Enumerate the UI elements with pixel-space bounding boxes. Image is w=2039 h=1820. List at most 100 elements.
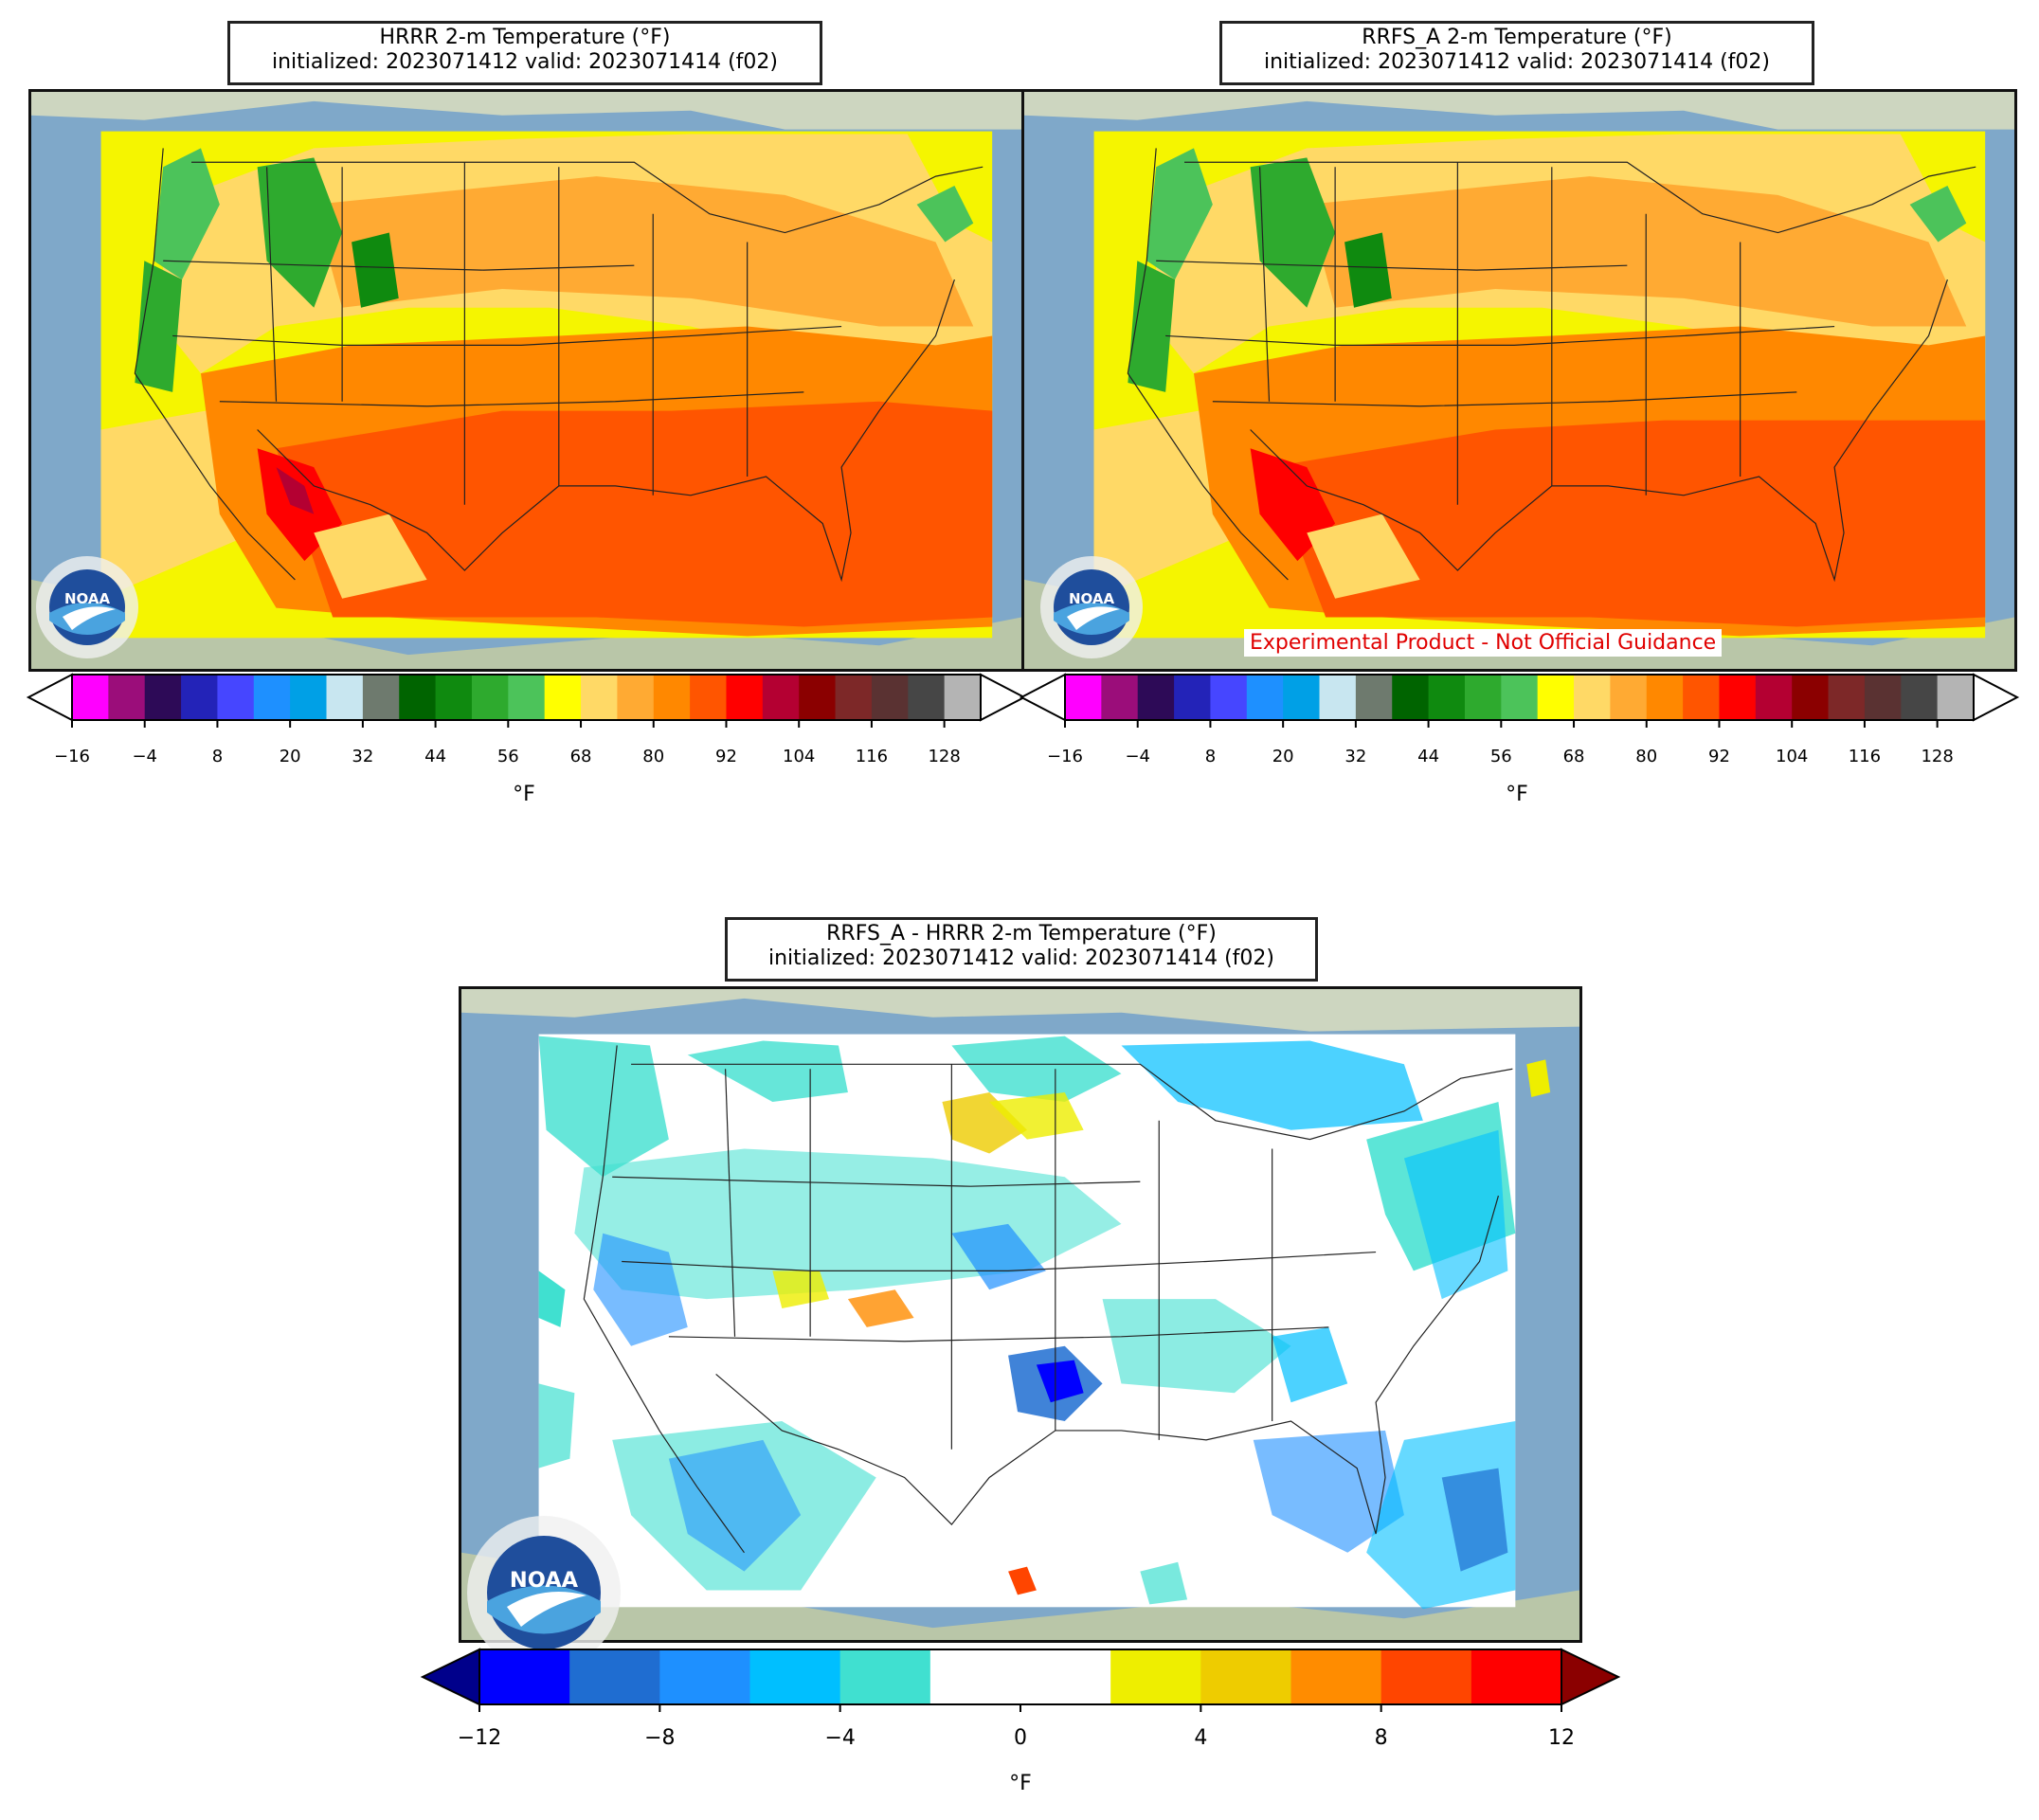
hrrr-colorbar-swatch [762,675,800,720]
rrfs-colorbar-swatch [1246,675,1284,720]
hrrr-colorbar-swatch [471,675,509,720]
diff-title-box: RRFS_A - HRRR 2-m Temperature (°F) initi… [725,917,1318,982]
rrfs-colorbar-tick-label: 80 [1635,747,1658,766]
rrfs-colorbar-swatch [1719,675,1757,720]
rrfs-colorbar-tick-label: 92 [1708,747,1730,766]
diff-title: RRFS_A - HRRR 2-m Temperature (°F) [826,922,1217,946]
hrrr-colorbar-swatch [290,675,328,720]
rrfs-colorbar-swatch [1901,675,1939,720]
noaa-logo-icon: NOAA [467,1516,621,1669]
hrrr-colorbar-swatch [544,675,582,720]
rrfs-colorbar-swatch [1428,675,1466,720]
rrfs-colorbar-tick-label: −4 [1125,747,1150,766]
hrrr-subtitle: initialized: 2023071412 valid: 202307141… [272,50,778,74]
diff-colorbar-swatch [1020,1649,1111,1704]
noaa-logo-icon: NOAA [36,556,138,658]
hrrr-colorbar-tick-label: 92 [715,747,737,766]
hrrr-title-box: HRRR 2-m Temperature (°F) initialized: 2… [227,21,822,85]
diff-colorbar-swatch [839,1649,931,1704]
rrfs-colorbar-swatch [1937,675,1975,720]
diff-subtitle: initialized: 2023071412 valid: 202307141… [768,946,1274,970]
hrrr-colorbar-tick-label: 116 [855,747,889,766]
rrfs-colorbar-swatch [1683,675,1720,720]
diff-colorbar [420,1648,1621,1712]
diff-colorbar-swatch [1380,1649,1472,1704]
rrfs-colorbar-tick-label: 116 [1848,747,1882,766]
noaa-logo-icon: NOAA [1040,556,1143,658]
diff-colorbar-tick-label: −12 [457,1726,502,1750]
hrrr-colorbar-tick-label: 80 [642,747,665,766]
hrrr-colorbar-swatch [217,675,255,720]
diff-colorbar-swatch [1200,1649,1291,1704]
diff-colorbar-tick-label: −4 [824,1726,856,1750]
rrfs-colorbar-swatch [1319,675,1357,720]
rrfs-colorbar-swatch [1210,675,1248,720]
rrfs-colorbar-tick-label: 68 [1562,747,1585,766]
hrrr-title: HRRR 2-m Temperature (°F) [379,26,671,49]
rrfs-colorbar-swatch [1574,675,1611,720]
diff-colorbar-svg [420,1648,1621,1712]
rrfs-colorbar-swatch [1101,675,1139,720]
noaa-logo-hrrr: NOAA [34,554,140,660]
hrrr-colorbar-svg [26,673,1027,728]
diff-colorbar-upper-extension [1561,1648,1621,1706]
diff-colorbar-swatch [659,1649,750,1704]
hrrr-colorbar [26,673,1027,728]
rrfs-colorbar-tick-label: 8 [1204,747,1217,766]
hrrr-colorbar-swatch [690,675,727,720]
hrrr-colorbar-tick-label: 8 [211,747,224,766]
hrrr-colorbar-swatch [799,675,837,720]
rrfs-colorbar-tick-label: 44 [1417,747,1440,766]
hrrr-colorbar-swatch [871,675,909,720]
rrfs-title-box: RRFS_A 2-m Temperature (°F) initialized:… [1219,21,1814,85]
hrrr-temperature-map [28,89,1024,672]
rrfs-colorbar-swatch [1537,675,1575,720]
diff-colorbar-tick-label: 8 [1374,1726,1388,1750]
hrrr-colorbar-swatch [326,675,364,720]
hrrr-colorbar-tick-label: 32 [352,747,374,766]
rrfs-colorbar-swatch [1501,675,1539,720]
rrfs-colorbar-swatch [1464,675,1502,720]
diff-colorbar-unit: °F [1009,1772,1032,1795]
hrrr-colorbar-tick-label: 44 [424,747,447,766]
hrrr-colorbar-swatch [581,675,618,720]
hrrr-colorbar-tick-label: −16 [54,747,90,766]
rrfs-colorbar-upper-extension [1973,673,2020,722]
rrfs-colorbar-swatch [1174,675,1211,720]
rrfs-colorbar-swatch [1792,675,1830,720]
svg-text:NOAA: NOAA [64,590,111,607]
experimental-disclaimer: Experimental Product - Not Official Guid… [1244,629,1723,657]
rrfs-title: RRFS_A 2-m Temperature (°F) [1362,26,1672,49]
rrfs-colorbar-swatch [1755,675,1793,720]
hrrr-colorbar-swatch [835,675,873,720]
rrfs-colorbar-swatch [1864,675,1902,720]
rrfs-colorbar-tick-label: 20 [1272,747,1294,766]
hrrr-colorbar-swatch [253,675,291,720]
diff-temperature-map [459,986,1582,1643]
noaa-logo-diff: NOAA [464,1513,623,1672]
hrrr-colorbar-tick-label: 56 [496,747,519,766]
rrfs-colorbar-tick-label: 32 [1344,747,1367,766]
rrfs-colorbar-swatch [1283,675,1321,720]
hrrr-colorbar-swatch [72,675,109,720]
diff-colorbar-swatch [569,1649,660,1704]
diff-colorbar-swatch [929,1649,1021,1704]
hrrr-colorbar-swatch [435,675,473,720]
hrrr-colorbar-tick-label: 104 [783,747,816,766]
rrfs-colorbar-svg [1019,673,2020,728]
diff-colorbar-swatch [1471,1649,1562,1704]
rrfs-colorbar-tick-label: −16 [1047,747,1083,766]
hrrr-colorbar-swatch [144,675,182,720]
hrrr-colorbar-outline [71,674,982,721]
rrfs-map-svg [1024,92,2014,669]
hrrr-colorbar-swatch [653,675,691,720]
rrfs-colorbar [1019,673,2020,728]
hrrr-colorbar-lower-extension [26,673,73,722]
rrfs-colorbar-outline [1064,674,1975,721]
rrfs-temperature-map [1021,89,2017,672]
rrfs-colorbar-swatch [1065,675,1102,720]
rrfs-colorbar-tick-label: 104 [1776,747,1809,766]
diff-colorbar-swatch [479,1649,570,1704]
rrfs-colorbar-swatch [1355,675,1393,720]
diff-map-svg [461,989,1579,1640]
